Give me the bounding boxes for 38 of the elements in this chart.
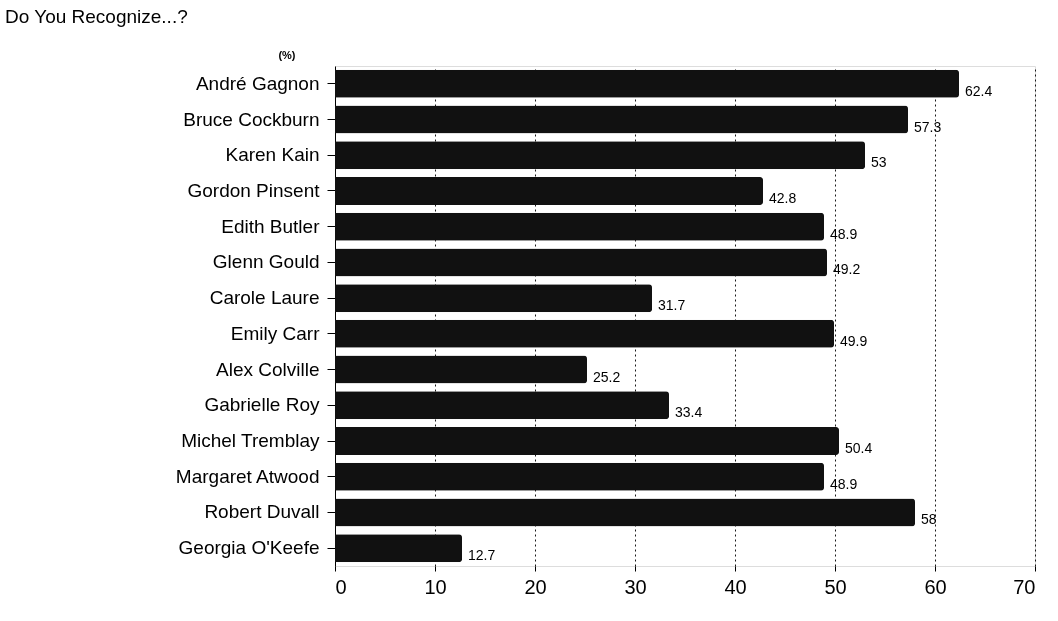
x-tick-label: 60 [924, 575, 947, 598]
y-tick-label: Bruce Cockburn [183, 108, 320, 130]
y-tick-label: Carole Laure [209, 287, 320, 309]
y-tick-label: Margaret Atwood [175, 465, 320, 487]
y-tick-label: Michel Tremblay [181, 430, 320, 451]
x-tick-label: 10 [424, 575, 447, 598]
y-tick-label: Alex Colville [216, 358, 320, 380]
data-label: 62.4 [965, 82, 993, 99]
data-label: 58 [921, 511, 937, 528]
y-tick-label: André Gagnon [195, 72, 320, 94]
y-axis-title: (%) [278, 48, 296, 61]
y-tick-label: Emily Carr [230, 322, 321, 344]
y-tick-label: Edith Butler [221, 215, 321, 237]
y-tick-label: Georgia O'Keefe [178, 537, 320, 559]
y-tick-label: Karen Kain [225, 144, 320, 166]
y-tick-label: Gordon Pinsent [187, 180, 321, 201]
data-label: 31.7 [658, 297, 686, 314]
y-tick-label: Glenn Gould [212, 251, 320, 273]
y-tick-label: Gabrielle Roy [204, 394, 320, 416]
data-label: 42.8 [769, 190, 797, 206]
text: Do You Recognize...? [5, 6, 188, 27]
data-label: 33.4 [675, 404, 703, 421]
x-tick-label: 20 [524, 575, 547, 598]
data-label: 48.9 [830, 475, 858, 492]
data-label: 53 [871, 154, 887, 171]
x-tick-label: 70 [1013, 575, 1036, 598]
x-tick-label: 40 [724, 575, 747, 598]
data-label: 25.2 [593, 368, 621, 385]
data-label: 49.9 [840, 332, 868, 349]
y-tick-label: Robert Duvall [204, 501, 320, 523]
data-label: 12.7 [468, 547, 496, 564]
data-label: 57.3 [914, 118, 942, 135]
data-label: 49.2 [833, 261, 861, 278]
x-tick-label: 30 [624, 575, 647, 598]
data-label: 48.9 [830, 225, 858, 242]
x-tick-label: 50 [824, 575, 847, 598]
data-label: 50.4 [845, 440, 873, 456]
x-tick-label: 0 [335, 575, 347, 598]
